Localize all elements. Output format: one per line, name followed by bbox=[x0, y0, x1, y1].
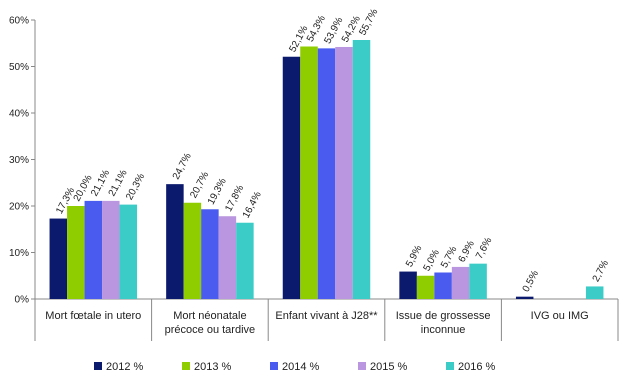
y-tick-label: 40% bbox=[9, 109, 29, 120]
bar bbox=[399, 271, 417, 299]
bar bbox=[84, 200, 103, 299]
y-tick-label: 50% bbox=[9, 62, 29, 73]
value-label: 2,7% bbox=[591, 258, 611, 283]
bar bbox=[49, 218, 68, 299]
value-label: 24,7% bbox=[171, 151, 194, 181]
legend-swatch bbox=[94, 362, 102, 370]
legend-label: 2015 % bbox=[370, 361, 408, 373]
value-label: 5,9% bbox=[404, 244, 424, 269]
value-label: 7,6% bbox=[474, 236, 494, 261]
bar bbox=[352, 39, 371, 300]
bar bbox=[469, 263, 487, 299]
bar bbox=[317, 48, 336, 299]
value-label: 6,9% bbox=[457, 239, 477, 264]
legend-swatch bbox=[270, 362, 278, 370]
value-label: 16,4% bbox=[241, 190, 264, 220]
bar bbox=[434, 272, 452, 299]
y-tick-label: 0% bbox=[15, 295, 30, 306]
bar bbox=[451, 266, 470, 299]
y-tick-label: 10% bbox=[9, 248, 29, 259]
bar bbox=[585, 286, 604, 299]
bar bbox=[236, 222, 254, 299]
legend-label: 2013 % bbox=[194, 361, 232, 373]
bar bbox=[335, 46, 353, 299]
bar bbox=[201, 209, 219, 299]
bar bbox=[300, 46, 318, 299]
bar bbox=[119, 204, 138, 299]
legend-swatch bbox=[446, 362, 454, 370]
x-tick-label: Issue de grossesse inconnue bbox=[395, 310, 491, 336]
legend-swatch bbox=[358, 362, 366, 370]
value-label: 19,3% bbox=[206, 176, 229, 206]
y-tick-label: 20% bbox=[9, 202, 29, 213]
bar bbox=[282, 56, 301, 299]
value-label: 5,0% bbox=[422, 248, 442, 273]
x-tick-label: Mort fœtale in utero bbox=[45, 310, 142, 322]
bar bbox=[67, 206, 85, 299]
x-tick-label: Mort néonatale précoce ou tardive bbox=[164, 310, 256, 336]
x-tick-label: IVG ou IMG bbox=[530, 310, 589, 322]
value-label: 0,5% bbox=[521, 269, 541, 294]
y-tick-label: 30% bbox=[9, 155, 29, 166]
bar bbox=[183, 202, 202, 299]
legend-label: 2012 % bbox=[106, 361, 144, 373]
bar bbox=[102, 200, 120, 299]
legend-swatch bbox=[182, 362, 190, 370]
x-tick-label: Enfant vivant à J28** bbox=[275, 310, 378, 322]
value-label: 5,7% bbox=[439, 245, 459, 270]
y-tick-label: 60% bbox=[9, 16, 29, 27]
bar bbox=[218, 216, 237, 299]
bar bbox=[416, 275, 435, 299]
bar bbox=[515, 296, 534, 299]
legend-label: 2014 % bbox=[282, 361, 320, 373]
bar bbox=[166, 184, 184, 299]
legend-label: 2016 % bbox=[458, 361, 496, 373]
